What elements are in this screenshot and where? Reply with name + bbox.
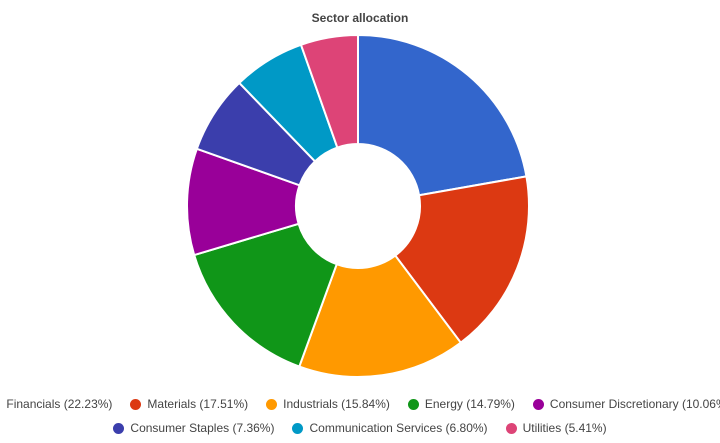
- legend-swatch: [292, 422, 304, 434]
- legend-label: Energy (14.79%): [424, 397, 515, 411]
- legend-label: Communication Services (6.80%): [309, 421, 488, 435]
- legend-swatch: [407, 398, 419, 410]
- donut-chart: [186, 33, 530, 378]
- legend-item-consumer-discretionary[interactable]: Consumer Discretionary (10.06%): [532, 397, 720, 411]
- legend-row-2: Consumer Staples (7.36%) Communication S…: [0, 421, 720, 435]
- legend-swatch: [130, 398, 142, 410]
- legend-item-energy[interactable]: Energy (14.79%): [407, 397, 515, 411]
- pie-slice-industrials[interactable]: [297, 254, 463, 378]
- legend-item-communication-services[interactable]: Communication Services (6.80%): [292, 421, 488, 435]
- legend-row-1: Financials (22.23%) Materials (17.51%) I…: [0, 397, 720, 411]
- legend-item-financials[interactable]: Financials (22.23%): [0, 397, 112, 411]
- chart-title: Sector allocation: [311, 11, 409, 25]
- legend-swatch: [505, 422, 517, 434]
- legend-swatch: [532, 398, 544, 410]
- legend-label: Consumer Discretionary (10.06%): [549, 397, 720, 411]
- legend-label: Materials (17.51%): [147, 397, 249, 411]
- legend-label: Industrials (15.84%): [283, 397, 390, 411]
- pie-slice-materials[interactable]: [393, 175, 530, 345]
- legend-item-consumer-staples[interactable]: Consumer Staples (7.36%): [113, 421, 274, 435]
- legend-item-materials[interactable]: Materials (17.51%): [130, 397, 248, 411]
- legend-label: Utilities (5.41%): [522, 421, 607, 435]
- legend-label: Financials (22.23%): [6, 397, 113, 411]
- legend-item-industrials[interactable]: Industrials (15.84%): [266, 397, 390, 411]
- pie-slice-energy[interactable]: [192, 222, 338, 368]
- legend-swatch: [266, 398, 278, 410]
- legend-swatch: [113, 422, 125, 434]
- legend-item-utilities[interactable]: Utilities (5.41%): [505, 421, 607, 435]
- legend-label: Consumer Staples (7.36%): [130, 421, 275, 435]
- pie-slice-financials[interactable]: [357, 33, 528, 197]
- pie-slice-utilities[interactable]: [299, 33, 359, 149]
